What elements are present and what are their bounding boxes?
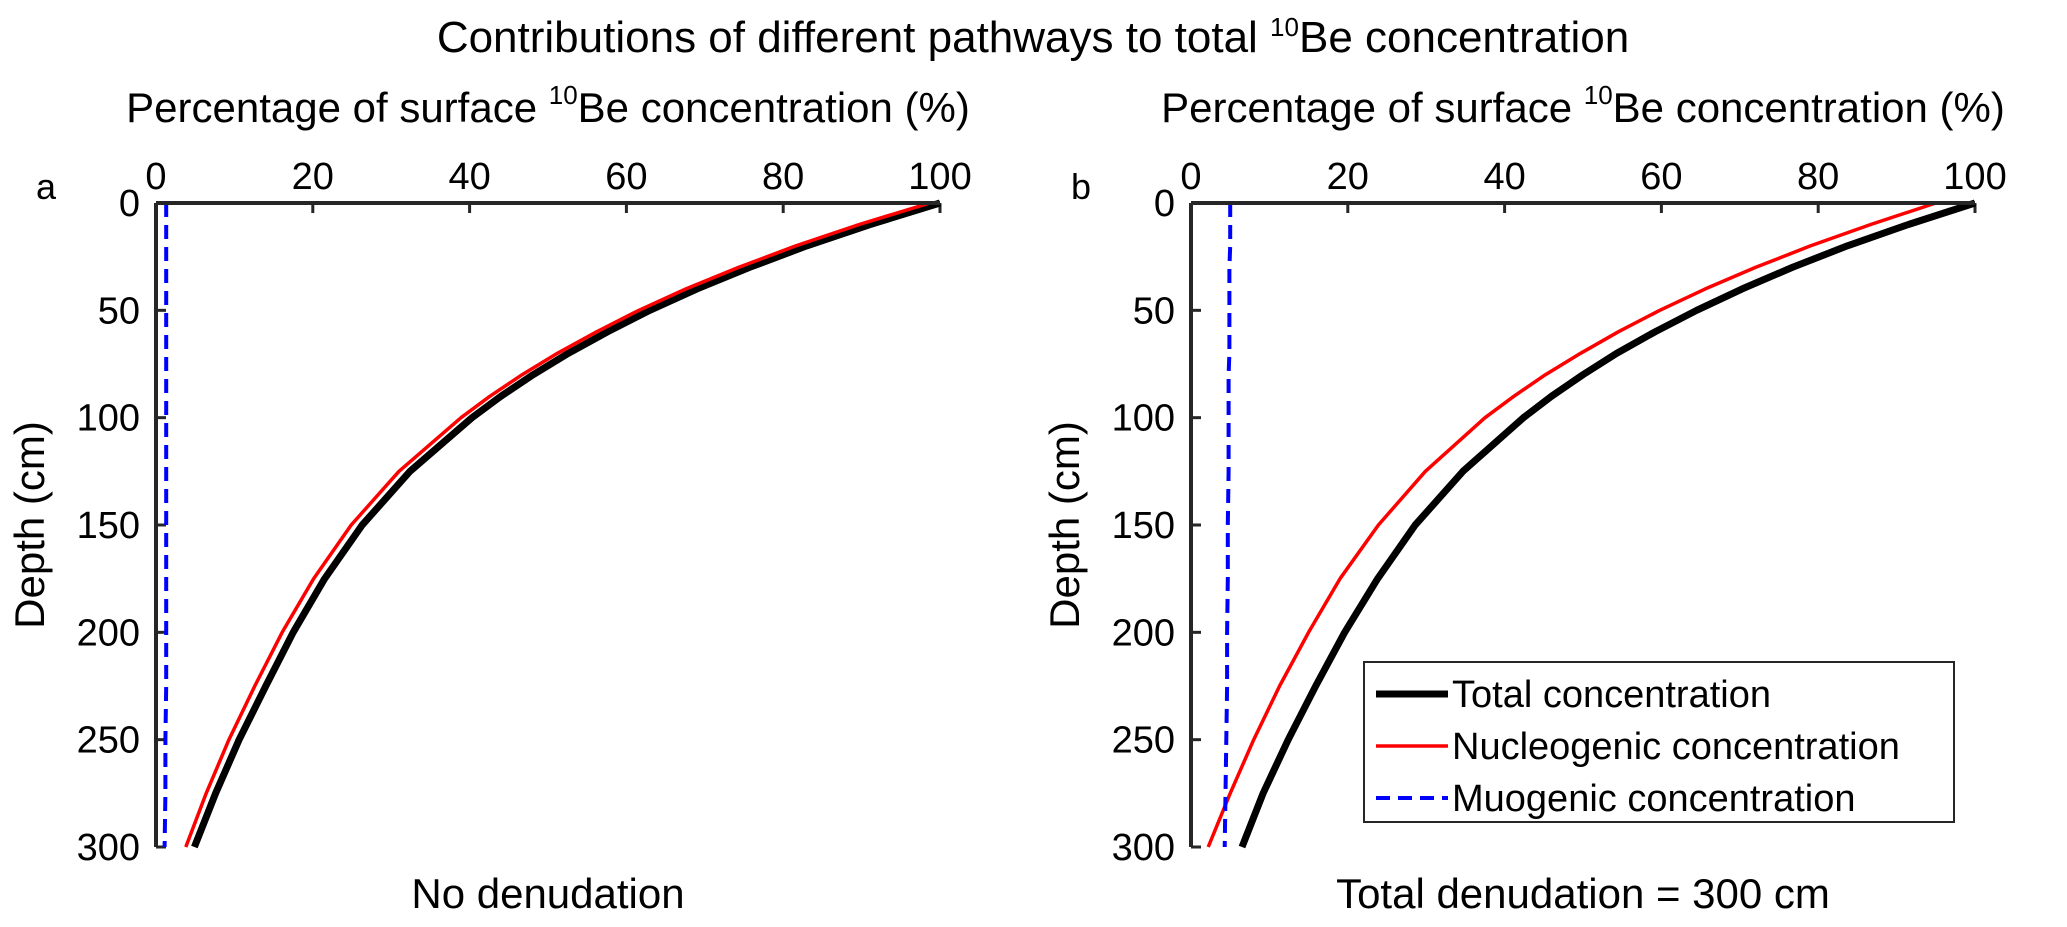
series-line-muogenic-concentration	[1222, 203, 1233, 848]
panel-label: a	[36, 166, 57, 207]
x-tick-label: 100	[908, 156, 971, 198]
x-tick-label: 40	[1483, 156, 1525, 198]
panel-label: b	[1071, 166, 1091, 207]
y-axis-label: Depth (cm)	[6, 421, 53, 629]
series-line-nucleogenic-concentration	[184, 201, 931, 848]
y-tick-label: 0	[1154, 183, 1175, 225]
figure-title: Contributions of different pathways to t…	[437, 12, 1629, 62]
y-tick-label: 100	[1112, 398, 1175, 440]
panel-b: b Percentage of surface 10Be concentratio…	[1041, 80, 2007, 917]
x-tick-label: 20	[1327, 156, 1369, 198]
x-tick-label: 40	[448, 156, 490, 198]
y-axis-label: Depth (cm)	[1041, 421, 1088, 629]
legend: Total concentration Nucleogenic concentra…	[1363, 661, 1955, 823]
y-tick-label: 300	[77, 827, 140, 869]
panel-subtitle: Total denudation = 300 cm	[1336, 870, 1830, 917]
x-tick-label: 80	[1797, 156, 1839, 198]
panel-a: a Percentage of surface 10Be concentratio…	[6, 80, 972, 917]
x-tick-label: 60	[605, 156, 647, 198]
y-tick-label: 250	[77, 720, 140, 762]
y-tick-label: 0	[119, 183, 140, 225]
x-tick-label: 60	[1640, 156, 1682, 198]
y-tick-label: 200	[77, 612, 140, 654]
y-tick-label: 250	[1112, 720, 1175, 762]
legend-entry-label: Muogenic concentration	[1452, 778, 1855, 820]
y-tick-label: 200	[1112, 612, 1175, 654]
y-tick-label: 50	[1133, 290, 1175, 332]
x-axis-label: Percentage of surface 10Be concentration…	[1161, 80, 2005, 131]
y-tick-label: 50	[98, 290, 140, 332]
y-tick-label: 150	[1112, 505, 1175, 547]
x-tick-label: 80	[762, 156, 804, 198]
panel-subtitle: No denudation	[411, 870, 684, 917]
series-line-nucleogenic-concentration	[1206, 201, 1937, 848]
y-tick-label: 100	[77, 398, 140, 440]
x-axis-label: Percentage of surface 10Be concentration…	[126, 80, 970, 131]
x-tick-label: 0	[145, 156, 166, 198]
y-tick-label: 150	[77, 505, 140, 547]
series-line-total-concentration	[191, 199, 942, 849]
series-line-total-concentration	[1238, 199, 1977, 849]
x-tick-label: 100	[1943, 156, 2006, 198]
y-tick-label: 300	[1112, 827, 1175, 869]
legend-box	[1363, 661, 1955, 823]
legend-entry-label: Nucleogenic concentration	[1452, 726, 1900, 768]
legend-entry-label: Total concentration	[1452, 674, 1771, 716]
x-tick-label: 20	[292, 156, 334, 198]
x-tick-label: 0	[1180, 156, 1201, 198]
series-line-muogenic-concentration	[162, 203, 169, 848]
